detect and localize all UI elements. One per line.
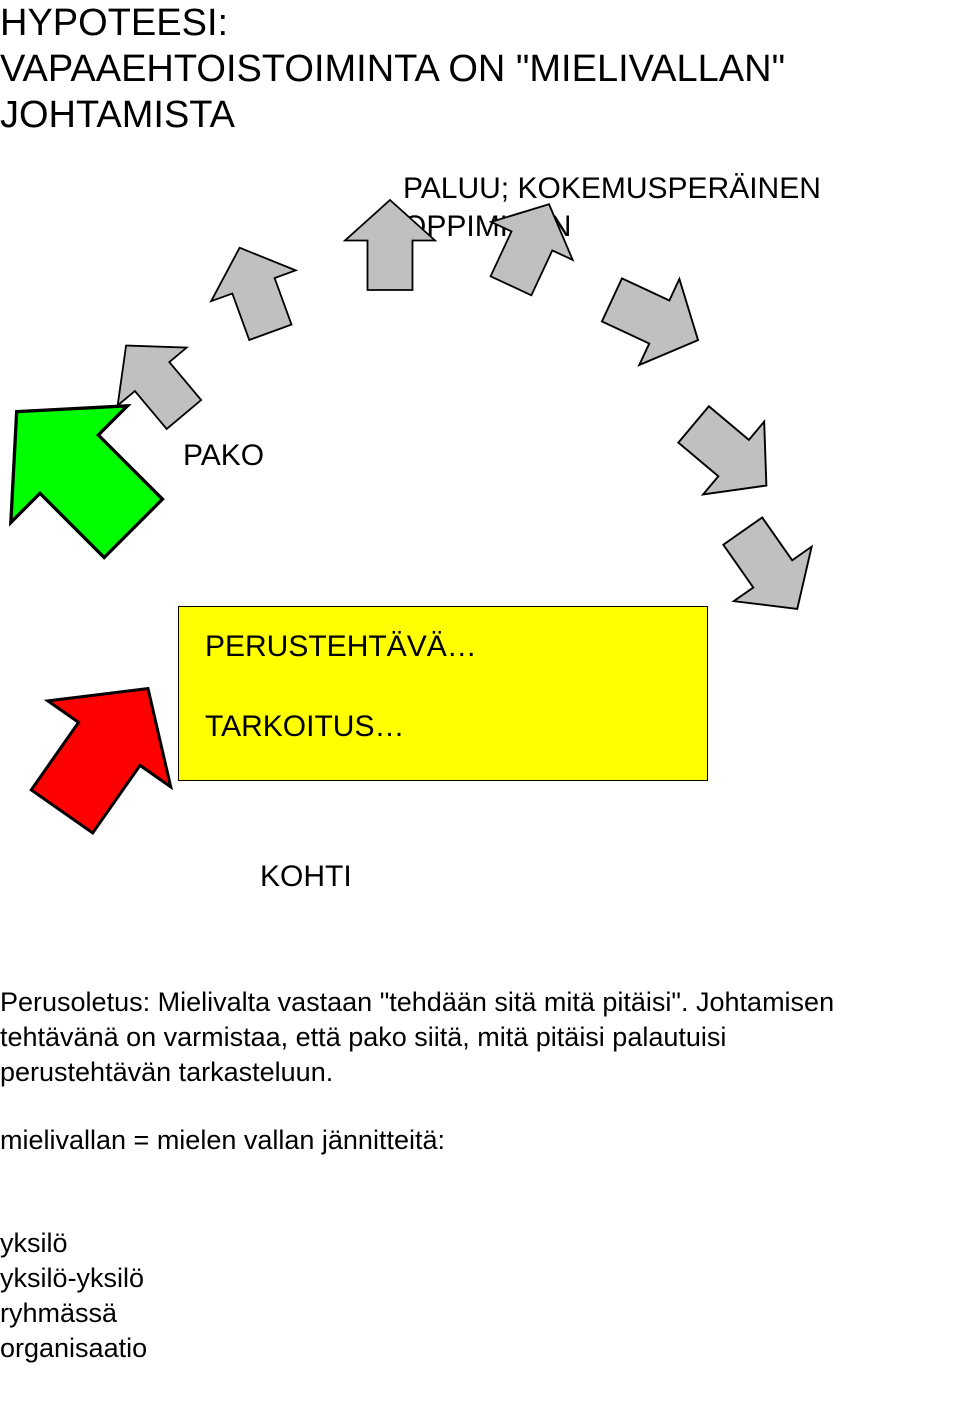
title-line-2: VAPAAEHTOISTOIMINTA ON "MIELIVALLAN" [0, 48, 785, 91]
perustehtava-label: PERUSTEHTÄVÄ… [205, 630, 477, 664]
grey-arrow-3-icon [345, 200, 435, 290]
diagram-page: HYPOTEESI: VAPAAEHTOISTOIMINTA ON "MIELI… [0, 0, 960, 1401]
paragraph-line-1: Perusoletus: Mielivalta vastaan "tehdään… [0, 987, 834, 1018]
paragraph-line-2: tehtävänä on varmistaa, että pako siitä,… [0, 1022, 726, 1053]
grey-arrow-6-icon [663, 388, 797, 522]
grey-arrow-7-icon [704, 504, 836, 636]
list-item-4: organisaatio [0, 1333, 147, 1364]
list-item-2: yksilö-yksilö [0, 1263, 144, 1294]
mielivallan-label: mielivallan = mielen vallan jännitteitä: [0, 1125, 445, 1156]
grey-arrow-5-icon [592, 257, 718, 383]
list-item-1: yksilö [0, 1228, 68, 1259]
tarkoitus-label: TARKOITUS… [205, 710, 404, 744]
grey-arrow-2-icon [197, 232, 312, 347]
title-line-1: HYPOTEESI: [0, 2, 228, 45]
pako-label: PAKO [183, 439, 264, 473]
paluu-label: PALUU; KOKEMUSPERÄINEN [403, 172, 821, 206]
title-line-3: JOHTAMISTA [0, 94, 235, 137]
list-item-3: ryhmässä [0, 1298, 117, 1329]
paragraph-line-3: perustehtävän tarkasteluun. [0, 1057, 333, 1088]
kohti-label: KOHTI [260, 860, 352, 894]
